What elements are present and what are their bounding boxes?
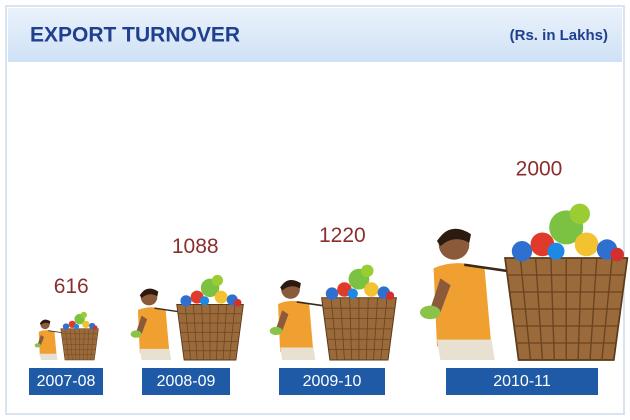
basket-weave [601, 257, 613, 361]
x-tick-label: 2007-08 [37, 373, 96, 390]
chart-subtitle: (Rs. in Lakhs) [510, 27, 608, 44]
goods [93, 325, 98, 330]
figure [130, 274, 244, 361]
person-arm [430, 278, 451, 313]
basket-weave [349, 297, 353, 361]
basket-weave [74, 328, 77, 361]
category-box [279, 368, 385, 395]
basket-weave [216, 304, 219, 361]
basket-weave [589, 257, 598, 361]
strap [296, 301, 326, 307]
goods [199, 296, 210, 306]
basket-weave [65, 328, 69, 361]
person-arm [136, 315, 148, 335]
person-hair [280, 279, 301, 291]
goods [62, 323, 70, 330]
basket-weave [184, 304, 191, 361]
basket-weave [86, 328, 90, 361]
basket-weave [193, 304, 198, 361]
goods [180, 295, 192, 307]
chart-title: EXPORT TURNOVER [30, 24, 240, 47]
held-item [130, 330, 142, 338]
goods [214, 290, 228, 304]
goods [547, 242, 565, 260]
held-item [34, 343, 41, 348]
basket-weave [69, 328, 73, 361]
person-hair [437, 228, 471, 247]
category-box [142, 368, 230, 395]
basket-weave [519, 257, 532, 361]
value-label: 1088 [172, 235, 219, 258]
goods [364, 282, 379, 297]
strap [154, 307, 181, 313]
basket-weave [201, 304, 204, 361]
basket-weave [534, 257, 544, 361]
basket-weave [577, 257, 583, 361]
person-skirt [280, 347, 316, 360]
figure [420, 203, 629, 361]
figure [269, 264, 397, 361]
goods [574, 232, 599, 257]
goods [211, 274, 223, 287]
basket-weave [339, 297, 345, 361]
goods [385, 291, 395, 300]
held-item [420, 305, 441, 320]
basket-weave [380, 297, 388, 361]
basket-weave [373, 297, 379, 361]
goods [80, 311, 87, 319]
person-skirt [437, 339, 495, 360]
person-arm [37, 334, 45, 346]
strap [464, 263, 512, 273]
basket-weave [550, 257, 555, 361]
x-tick-label: 2009-10 [303, 373, 362, 390]
goods [234, 298, 242, 307]
goods [610, 247, 624, 262]
basket-weave [83, 328, 85, 361]
category-box [29, 368, 103, 395]
goods [82, 320, 90, 329]
person-skirt [139, 348, 172, 360]
x-tick-label: 2010-11 [493, 373, 551, 390]
person-hair [39, 319, 51, 325]
value-label: 616 [54, 275, 89, 298]
basket-weave [330, 297, 338, 361]
goods [73, 323, 80, 330]
goods [325, 287, 339, 300]
goods [511, 241, 533, 262]
basket-weave [90, 328, 94, 361]
basket-weave [229, 304, 236, 361]
goods [361, 264, 374, 278]
goods [569, 203, 590, 224]
person-hair [139, 288, 159, 299]
strap [48, 330, 63, 334]
person-arm [276, 310, 289, 331]
basket-weave [365, 297, 369, 361]
category-box [446, 368, 598, 395]
header-band [8, 8, 622, 62]
person-skirt [39, 353, 58, 360]
value-label: 1220 [319, 224, 366, 247]
goods [347, 288, 358, 299]
value-label: 2000 [516, 158, 563, 181]
x-tick-label: 2008-09 [157, 373, 216, 390]
held-item [269, 326, 283, 336]
basket-weave [222, 304, 228, 361]
figure [34, 311, 99, 361]
